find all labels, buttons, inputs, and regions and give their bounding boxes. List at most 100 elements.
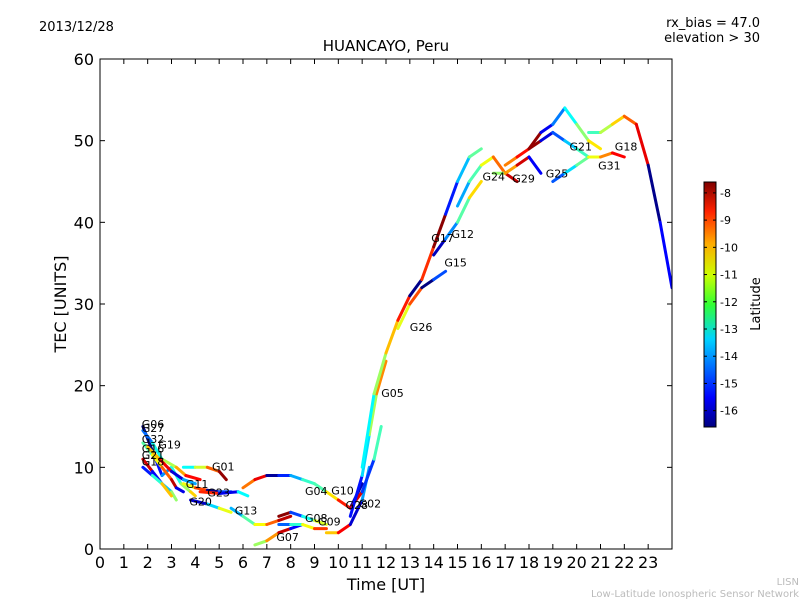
x-tick-label: 0 <box>95 553 105 572</box>
satellite-label: G17 <box>431 232 454 245</box>
x-tick-label: 11 <box>352 553 372 572</box>
series-segment <box>646 163 662 224</box>
series-segment <box>193 486 209 492</box>
series-segment <box>575 147 591 159</box>
series-segment <box>503 163 519 175</box>
series-segment <box>527 131 543 151</box>
series-segment <box>141 457 154 473</box>
series-segment <box>217 506 233 514</box>
series-segment <box>301 523 316 531</box>
colorbar-tick-label: -13 <box>720 323 738 336</box>
series-G18 <box>141 465 173 498</box>
x-tick-label: 20 <box>566 553 586 572</box>
series-G24 <box>456 155 519 208</box>
satellite-label: G15 <box>444 256 467 269</box>
series-segment <box>610 114 626 126</box>
satellite-label: G02 <box>359 497 382 510</box>
series-segment <box>372 351 388 396</box>
series-segment <box>170 490 178 502</box>
series-segment <box>150 453 164 469</box>
series-G20 <box>189 498 233 514</box>
y-axis-label: TEC [UNITS] <box>51 256 70 354</box>
series-segment <box>360 392 376 469</box>
series-segment <box>367 392 378 437</box>
series-G17 <box>420 147 483 281</box>
series-segment <box>634 122 650 167</box>
rx-bias-label: rx_bias = 47.0 <box>666 16 760 31</box>
y-tick-label: 30 <box>74 295 94 314</box>
series-segment <box>241 478 257 490</box>
series-segment <box>658 220 672 290</box>
series-segment <box>289 474 305 482</box>
series-segment <box>563 163 579 175</box>
series-segment <box>253 539 269 547</box>
series-segment <box>146 445 162 461</box>
series-layer <box>141 106 672 547</box>
series-segment <box>432 212 448 249</box>
series-segment <box>515 147 531 159</box>
x-tick-label: 14 <box>423 553 443 572</box>
series-segment <box>241 514 257 526</box>
series-segment <box>599 122 614 134</box>
colorbar-tick-label: -16 <box>720 405 738 418</box>
y-tick-label: 50 <box>74 132 94 151</box>
series-segment <box>610 151 626 159</box>
x-tick-label: 7 <box>262 553 272 572</box>
series-segment <box>575 155 591 167</box>
series-segment <box>503 155 519 167</box>
y-tick-label: 40 <box>74 213 94 232</box>
colorbar-tick-label: -14 <box>720 350 738 363</box>
series-G05 <box>348 359 388 518</box>
satellite-label: G18 <box>142 456 165 469</box>
series-segment <box>324 490 340 502</box>
series-segment <box>277 510 293 518</box>
series-segment <box>587 139 602 151</box>
series-segment <box>184 474 202 482</box>
colorbar <box>703 181 717 428</box>
series-G08 <box>277 510 328 526</box>
satellite-label: G19 <box>158 439 181 452</box>
satellite-label: G21 <box>570 141 593 154</box>
series-segment <box>265 518 281 526</box>
series-segment <box>141 465 154 477</box>
series-segment <box>527 155 543 175</box>
satellite-label: G24 <box>483 171 506 184</box>
series-G18b <box>587 114 672 290</box>
series-segment <box>205 502 221 510</box>
x-tick-label: 2 <box>143 553 153 572</box>
series-G29 <box>491 155 543 175</box>
series-segment <box>277 527 293 535</box>
satellite-label: G06 <box>142 418 165 431</box>
series-segment <box>563 139 579 151</box>
x-tick-label: 21 <box>590 553 610 572</box>
series-segment <box>491 155 507 175</box>
series-segment <box>396 294 412 322</box>
series-segment <box>189 490 197 498</box>
colorbar-tick-label: -10 <box>720 241 738 254</box>
x-axis: 0 1 2 3 4 5 6 7 8 9 10 11 12 13 14 15 16 17 18 19 20 21 22 23 <box>95 59 658 572</box>
series-G12 <box>432 180 483 257</box>
satellite-label: G31 <box>598 159 621 172</box>
series-segment <box>158 457 173 473</box>
satellite-label: G18 <box>615 141 638 154</box>
y-tick-label: 60 <box>74 50 94 69</box>
series-segment <box>372 425 383 461</box>
series-segment <box>174 486 185 494</box>
satellite-label: G20 <box>189 496 212 509</box>
series-segment <box>408 278 424 298</box>
series-segment <box>420 278 436 290</box>
series-segment <box>432 237 448 257</box>
satellite-label: G08 <box>305 512 328 525</box>
series-segment <box>348 474 364 518</box>
series-segment <box>205 465 221 473</box>
series-segment <box>408 286 424 306</box>
satellite-label: G27 <box>142 422 165 435</box>
series-segment <box>160 457 178 469</box>
series-segment <box>336 498 352 510</box>
colorbar-tick-label: -9 <box>720 214 731 227</box>
x-tick-label: 15 <box>447 553 467 572</box>
x-tick-label: 19 <box>543 553 563 572</box>
satellite-label: G09 <box>318 515 341 528</box>
series-G23 <box>198 490 250 498</box>
